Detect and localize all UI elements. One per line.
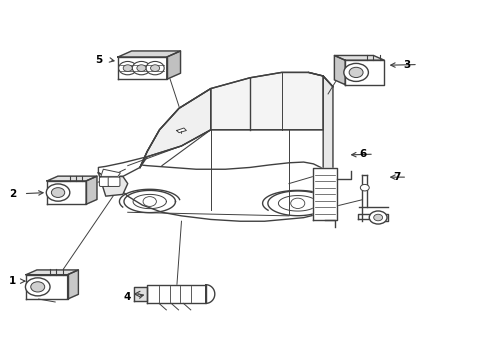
Circle shape (143, 197, 156, 206)
Text: 2: 2 (9, 189, 17, 199)
FancyBboxPatch shape (108, 177, 120, 186)
Circle shape (25, 278, 50, 296)
Polygon shape (314, 168, 337, 220)
Polygon shape (334, 55, 384, 60)
Circle shape (349, 67, 363, 77)
Circle shape (291, 198, 305, 208)
Polygon shape (26, 275, 68, 299)
Circle shape (132, 62, 150, 75)
Polygon shape (86, 176, 97, 204)
Polygon shape (101, 169, 121, 176)
Text: 5: 5 (95, 55, 102, 65)
Text: 1: 1 (9, 276, 17, 286)
Polygon shape (98, 173, 128, 196)
Polygon shape (118, 51, 180, 57)
Circle shape (137, 65, 146, 71)
Circle shape (146, 62, 164, 75)
Circle shape (31, 282, 45, 292)
Polygon shape (140, 72, 333, 184)
Circle shape (51, 188, 65, 197)
Polygon shape (211, 72, 323, 130)
Polygon shape (147, 285, 206, 303)
Polygon shape (98, 162, 333, 221)
FancyBboxPatch shape (99, 177, 111, 186)
Text: 7: 7 (393, 172, 400, 182)
Polygon shape (47, 181, 86, 204)
Polygon shape (345, 60, 384, 85)
Polygon shape (26, 270, 78, 275)
Polygon shape (176, 128, 186, 133)
Circle shape (47, 184, 70, 201)
Polygon shape (118, 57, 167, 79)
Polygon shape (47, 176, 97, 181)
Polygon shape (206, 285, 215, 303)
Circle shape (374, 214, 383, 221)
Polygon shape (140, 89, 211, 167)
Circle shape (369, 211, 387, 224)
Polygon shape (323, 76, 333, 184)
Polygon shape (68, 270, 78, 299)
Polygon shape (167, 51, 180, 79)
Text: 6: 6 (360, 149, 367, 159)
Polygon shape (98, 89, 211, 176)
Circle shape (344, 63, 368, 81)
Text: 4: 4 (123, 292, 130, 302)
Circle shape (123, 65, 132, 71)
Circle shape (150, 65, 160, 71)
Circle shape (360, 184, 369, 191)
Polygon shape (134, 287, 147, 301)
Polygon shape (334, 55, 345, 85)
Polygon shape (358, 214, 388, 221)
Circle shape (119, 62, 137, 75)
Text: 3: 3 (404, 59, 411, 69)
